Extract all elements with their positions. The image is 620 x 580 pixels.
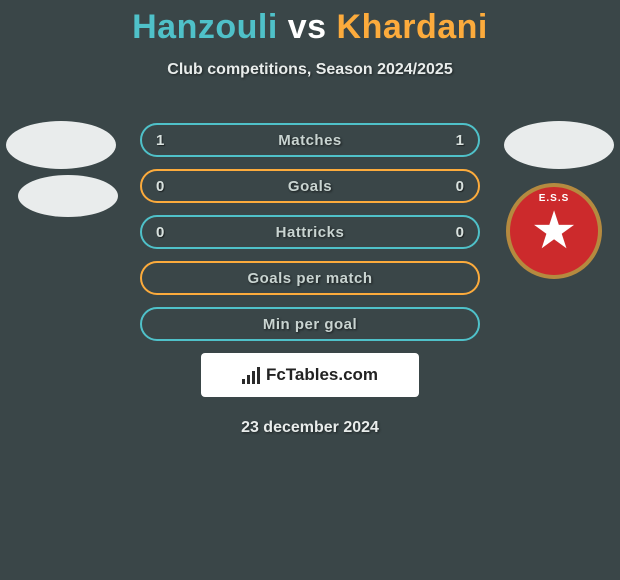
bars-icon: [242, 366, 262, 384]
player1-name: Hanzouli: [132, 8, 278, 46]
page-title: Hanzouli vs Khardani: [0, 0, 620, 47]
avatar-placeholder-right: [504, 121, 614, 169]
stats-area: E.S.S ★ 1 Matches 1 0 Goals 0 0 Hattrick…: [0, 123, 620, 437]
stat-row-hattricks: 0 Hattricks 0: [140, 215, 480, 249]
stat-row-min-per-goal: Min per goal: [140, 307, 480, 341]
stat-label: Goals per match: [142, 270, 478, 287]
stat-label: Hattricks: [142, 224, 478, 241]
badge-text: E.S.S: [539, 193, 570, 204]
club-badge: E.S.S ★: [506, 183, 602, 279]
stat-row-goals-per-match: Goals per match: [140, 261, 480, 295]
player2-name: Khardani: [337, 8, 488, 46]
stat-row-matches: 1 Matches 1: [140, 123, 480, 157]
stat-label: Matches: [142, 132, 478, 149]
stat-row-goals: 0 Goals 0: [140, 169, 480, 203]
star-icon: ★: [531, 205, 578, 257]
subtitle: Club competitions, Season 2024/2025: [0, 61, 620, 79]
logo-text: FcTables.com: [266, 365, 378, 385]
avatar-placeholder-left-2: [18, 175, 118, 217]
avatar-placeholder-left: [6, 121, 116, 169]
stat-label: Min per goal: [142, 316, 478, 333]
date-text: 23 december 2024: [0, 419, 620, 437]
vs-text: vs: [288, 8, 327, 46]
logo-box: FcTables.com: [201, 353, 419, 397]
stat-label: Goals: [142, 178, 478, 195]
